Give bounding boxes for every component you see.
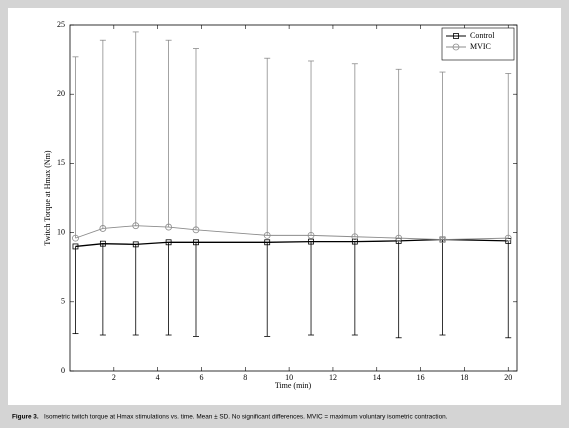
data-point [308, 238, 314, 245]
data-point [165, 239, 172, 246]
caption: Isometric twitch torque at Hmax stimulat… [44, 414, 448, 421]
data-point [99, 225, 107, 232]
x-tick-label: 16 [417, 373, 425, 382]
data-point [72, 234, 79, 242]
data-point [504, 234, 512, 242]
data-point [439, 236, 446, 243]
x-axis-label: Time (min) [275, 381, 312, 390]
data-point [132, 222, 140, 230]
data-point [193, 239, 199, 246]
figure-panel [8, 8, 561, 405]
x-tick-label: 14 [373, 373, 381, 382]
data-point [99, 240, 106, 247]
legend-label: Control [470, 31, 495, 40]
series-line [75, 238, 509, 248]
y-tick-label: 20 [57, 89, 65, 98]
x-tick-label: 6 [199, 373, 203, 382]
legend-marker [452, 43, 460, 51]
x-tick-label: 4 [156, 373, 160, 382]
figure-label: Figure 3. [12, 414, 39, 421]
x-tick-label: 18 [460, 373, 468, 382]
y-axis-label: Twitch Torque at Hmax (Nm) [43, 150, 52, 245]
y-tick-label: 0 [61, 366, 65, 375]
data-point [263, 231, 271, 239]
y-tick-label: 10 [57, 227, 65, 236]
data-point [192, 226, 200, 234]
x-tick-label: 12 [329, 373, 337, 382]
plot-frame [69, 24, 518, 372]
y-tick-label: 25 [57, 20, 65, 29]
data-point [165, 223, 173, 231]
data-point [264, 239, 271, 246]
data-point [132, 241, 139, 248]
legend-marker [453, 33, 459, 39]
y-tick-label: 15 [57, 158, 65, 167]
legend-label: MVIC [470, 42, 491, 51]
y-tick-label: 5 [61, 297, 65, 306]
data-point [72, 243, 79, 250]
data-point [351, 233, 359, 241]
x-tick-label: 10 [285, 373, 293, 382]
x-tick-label: 20 [504, 373, 512, 382]
x-tick-label: 8 [243, 373, 247, 382]
data-point [395, 234, 403, 242]
x-tick-label: 2 [112, 373, 116, 382]
series-line [75, 225, 509, 240]
data-point [351, 238, 358, 245]
data-point [307, 231, 315, 239]
